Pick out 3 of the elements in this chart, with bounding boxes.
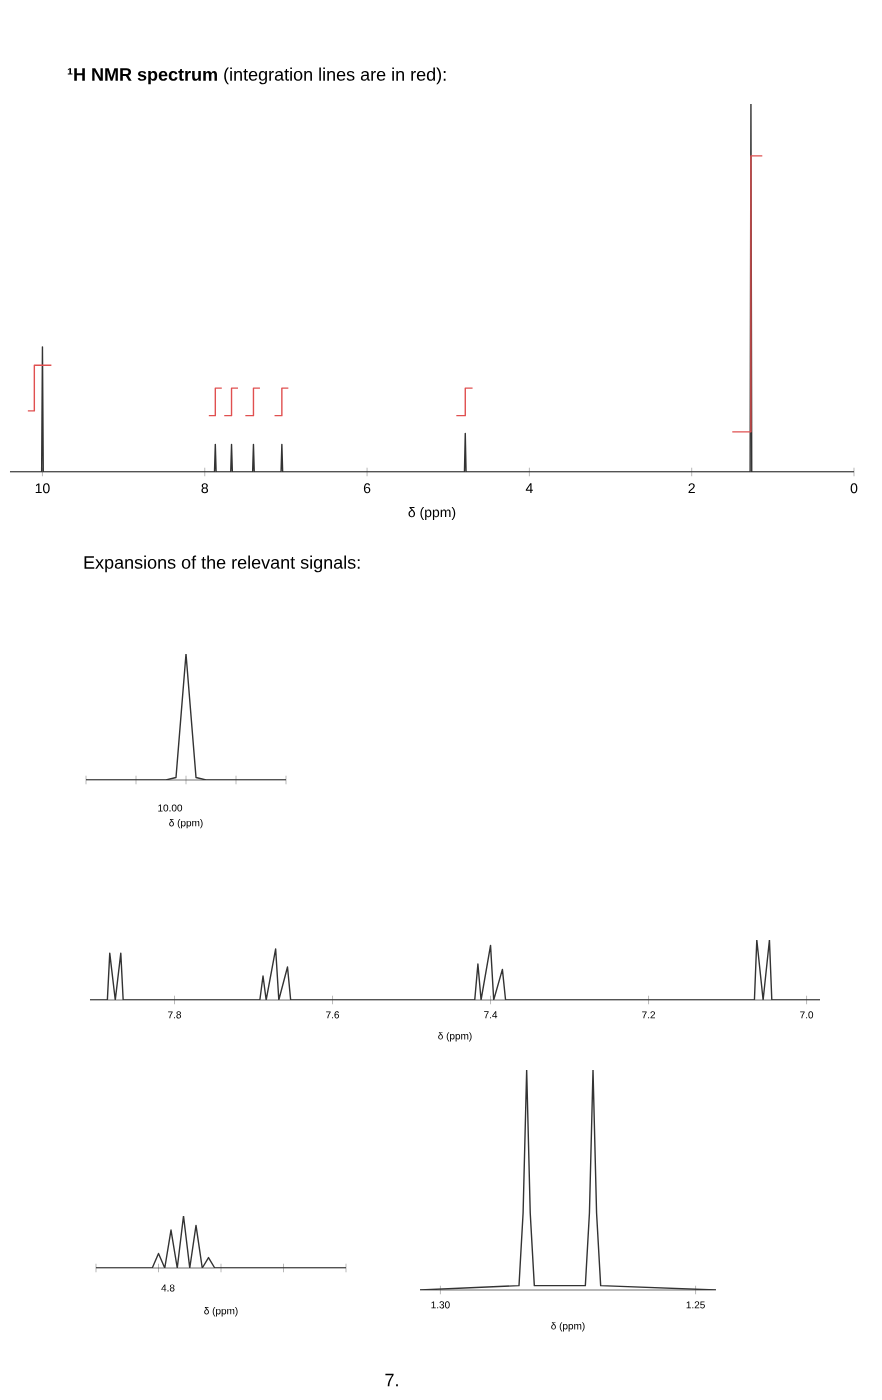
text: 7. [385, 1373, 398, 1387]
chart-title: ¹H NMR spectrum (integration lines are in red): [67, 67, 446, 85]
chart-title: Expansions of the relevant signals: [84, 555, 360, 573]
